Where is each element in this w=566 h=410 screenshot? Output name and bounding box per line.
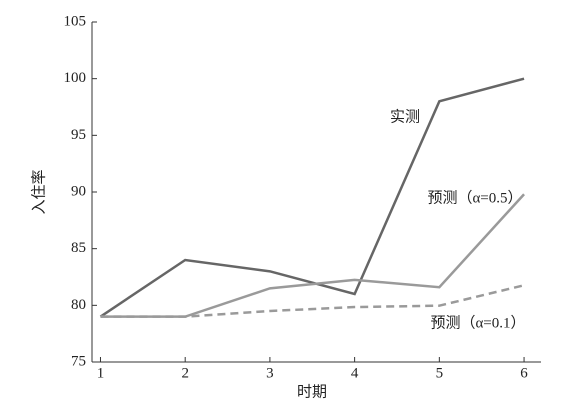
x-tick-label: 5	[436, 365, 444, 381]
y-tick-label: 105	[64, 13, 87, 29]
x-axis-label: 时期	[297, 383, 327, 400]
x-tick-label: 1	[97, 365, 105, 381]
y-tick-label: 100	[64, 70, 87, 86]
x-tick-label: 3	[266, 365, 274, 381]
y-tick-label: 95	[71, 127, 86, 143]
series-label: 实测	[390, 108, 420, 125]
x-tick-label: 2	[181, 365, 189, 381]
y-tick-label: 85	[71, 240, 86, 256]
series-line	[99, 77, 525, 318]
series-line	[100, 284, 525, 318]
y-axis-label: 入住率	[30, 169, 47, 214]
series-line	[100, 193, 525, 318]
series-label: 预测（α=0.1）	[430, 314, 525, 331]
y-tick-label: 80	[71, 297, 86, 313]
x-tick-label: 6	[520, 365, 528, 381]
series-label: 预测（α=0.5）	[427, 189, 522, 206]
y-tick-label: 75	[71, 353, 86, 369]
y-tick-label: 90	[71, 183, 86, 199]
x-tick-label: 4	[351, 365, 359, 381]
